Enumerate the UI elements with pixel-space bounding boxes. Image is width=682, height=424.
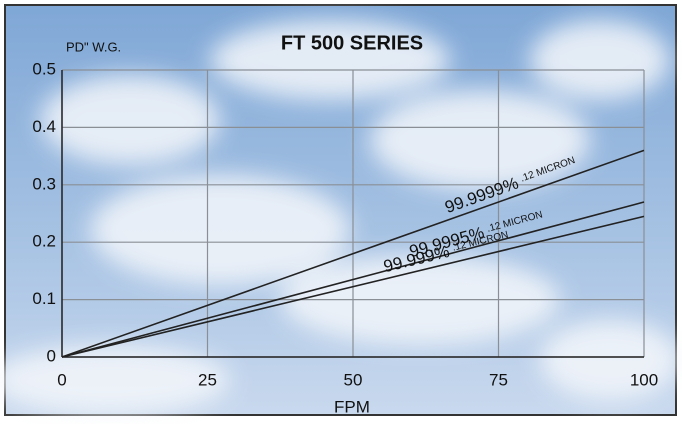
y-axis-label: PD" W.G. xyxy=(66,39,121,54)
x-tick-label: 25 xyxy=(198,370,217,389)
x-tick-label: 0 xyxy=(57,370,66,389)
chart-title: FT 500 SERIES xyxy=(281,32,423,54)
x-axis-label: FPM xyxy=(334,397,370,416)
y-tick-label: 0 xyxy=(47,346,56,365)
y-tick-label: 0.3 xyxy=(32,174,56,193)
y-tick-label: 0.2 xyxy=(32,232,56,251)
x-tick-label: 75 xyxy=(489,370,508,389)
y-tick-label: 0.4 xyxy=(32,117,56,136)
y-tick-label: 0.5 xyxy=(32,59,56,78)
x-tick-label: 100 xyxy=(630,370,658,389)
chart: FT 500 SERIES PD" W.G. FPM 0 0.1 0.2 0.3 0.4… xyxy=(0,0,682,424)
y-tick-label: 0.1 xyxy=(32,289,56,308)
x-tick-label: 50 xyxy=(344,370,363,389)
